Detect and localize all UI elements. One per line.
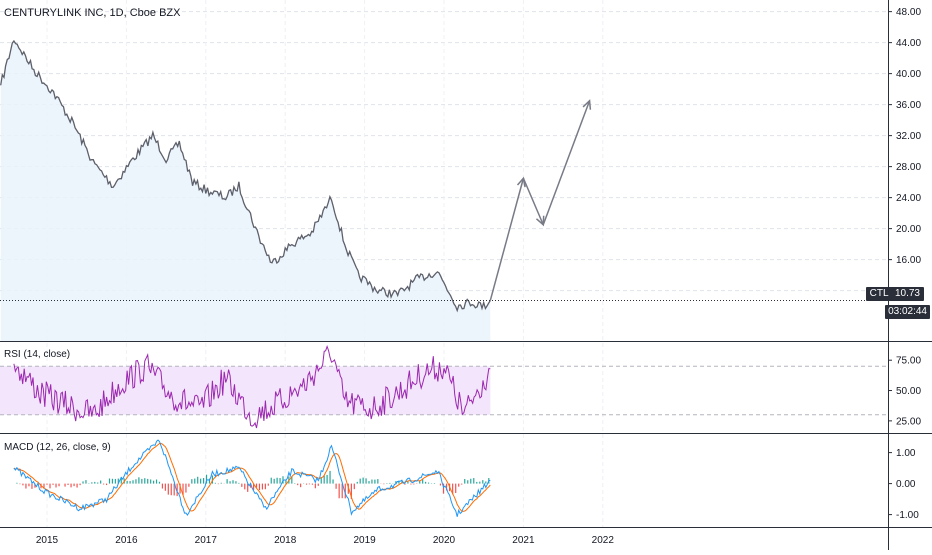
last-price-tag: CTL 10.73	[865, 287, 924, 301]
projection-arrow-segment[interactable]	[489, 178, 525, 301]
price-tick-label: 48.00	[896, 7, 921, 18]
projection-arrow-segment[interactable]	[542, 100, 591, 226]
bar-countdown-tag: 03:02:44	[885, 305, 930, 319]
rsi-tick-label: 25.00	[896, 416, 921, 427]
macd-line	[13, 439, 491, 517]
price-line	[0, 39, 491, 313]
price-tick-label: 32.00	[896, 131, 921, 142]
rsi-line	[13, 344, 491, 429]
price-area-fill	[0, 41, 491, 341]
time-tick-label: 2015	[36, 535, 59, 546]
price-tick-label: 36.00	[896, 100, 921, 111]
macd-signal-line	[13, 443, 491, 512]
price-tick-label: 16.00	[896, 255, 921, 266]
time-tick-label: 2022	[592, 535, 615, 546]
time-tick-label: 2016	[115, 535, 138, 546]
price-tag-value: 10.73	[894, 288, 920, 299]
rsi-pane-label: RSI (14, close)	[4, 349, 71, 360]
macd-tick-label: 1.00	[896, 448, 916, 459]
rsi-tick-label: 75.00	[896, 356, 921, 367]
price-tag-symbol: CTL	[869, 288, 889, 299]
rsi-tick-label: 50.00	[896, 386, 921, 397]
projection-arrow-segment[interactable]	[522, 177, 544, 226]
macd-pane-label: MACD (12, 26, close, 9)	[4, 442, 111, 453]
price-tick-label: 20.00	[896, 224, 921, 235]
time-tick-label: 2018	[274, 535, 297, 546]
macd-tick-label: -1.00	[896, 510, 919, 521]
price-tick-label: 28.00	[896, 162, 921, 173]
time-tick-label: 2017	[195, 535, 218, 546]
price-tick-label: 44.00	[896, 38, 921, 49]
projection-arrow-head	[582, 99, 592, 110]
time-tick-label: 2020	[433, 535, 456, 546]
price-tick-label: 40.00	[896, 69, 921, 80]
macd-tick-label: 0.00	[896, 479, 916, 490]
price-tick-label: 24.00	[896, 193, 921, 204]
time-tick-label: 2021	[512, 535, 535, 546]
time-tick-label: 2019	[353, 535, 376, 546]
chart-title: CENTURYLINK INC, 1D, Cboe BZX	[4, 7, 181, 19]
